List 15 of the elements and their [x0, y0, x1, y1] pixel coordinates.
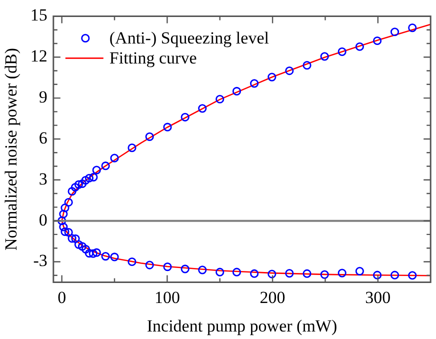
x-tick-label: 100	[154, 288, 180, 307]
x-tick-label: 300	[365, 288, 391, 307]
legend-label: Fitting curve	[109, 48, 197, 68]
legend-label: (Anti-) Squeezing level	[109, 28, 270, 48]
y-tick-label: -3	[33, 251, 48, 270]
y-tick-label: 6	[38, 128, 48, 148]
y-tick-label: 12	[30, 46, 48, 66]
y-tick-label: 0	[38, 210, 48, 230]
y-tick-label: 15	[30, 6, 48, 25]
x-tick-label: 200	[260, 288, 286, 307]
y-tick-label: 9	[38, 88, 48, 107]
y-axis-title: Normalized noise power (dB)	[2, 48, 21, 250]
x-tick-label: 0	[58, 288, 66, 307]
y-tick-label: 3	[38, 169, 48, 188]
x-axis-title: Incident pump power (mW)	[146, 316, 338, 336]
